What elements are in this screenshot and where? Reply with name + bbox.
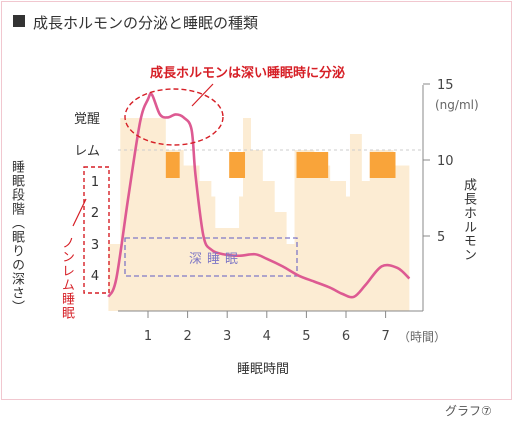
figure-caption: グラフ⑦ [445, 404, 492, 418]
sleep-level-label-5: 3 [91, 238, 99, 253]
x-tick-label-7: 7 [381, 329, 389, 344]
hormone-tick-label-10: 10 [437, 154, 454, 169]
sleep-level-label-6: 4 [91, 269, 99, 284]
rem-period-3 [296, 152, 329, 178]
deep-sleep-box [124, 237, 298, 277]
sleep-depth-area [108, 118, 410, 311]
x-axis-label: 睡眠時間 [237, 362, 290, 377]
x-tick-label-4: 4 [263, 329, 271, 344]
sleep-level-label-2: レム [74, 144, 100, 159]
chart-border [1, 1, 512, 400]
nonrem-leader-line [72, 198, 87, 227]
nonrem-bracket [83, 166, 110, 294]
chart-title: 成長ホルモンの分泌と睡眠の種類 [33, 14, 259, 32]
sleep-axis-title: 睡眠段階（眠りの深さ） [9, 160, 24, 314]
nonrem-label: ノンレム睡眠 [59, 236, 74, 320]
growth-hormone-line [107, 92, 411, 299]
x-tick-label-5: 5 [302, 329, 310, 344]
hormone-tick-label-15: 15 [437, 78, 454, 93]
sleep-level-label-4: 2 [91, 206, 99, 221]
sleep-level-label-1: 覚醒 [74, 112, 100, 127]
x-unit: （時間） [398, 330, 447, 344]
sleep-level-label-3: 1 [91, 175, 99, 190]
title-marker [13, 15, 25, 27]
hormone-tick-label-5: 5 [437, 230, 445, 245]
peak-annotation-label: 成長ホルモンは深い睡眠時に分泌 [150, 66, 346, 81]
hormone-axis-title: 成長ホルモン [461, 178, 476, 262]
x-tick-label-2: 2 [183, 329, 191, 344]
rem-period-2 [229, 152, 246, 178]
hormone-unit: (ng/ml) [435, 98, 479, 112]
rem-period-4 [369, 152, 396, 178]
peak-leader-line [191, 83, 214, 107]
x-tick-label-1: 1 [144, 329, 152, 344]
deep-sleep-label: 深睡眠 [189, 252, 244, 267]
rem-period-1 [165, 152, 180, 178]
x-tick-label-3: 3 [223, 329, 231, 344]
peak-ellipse [124, 88, 224, 146]
x-tick-label-6: 6 [342, 329, 350, 344]
